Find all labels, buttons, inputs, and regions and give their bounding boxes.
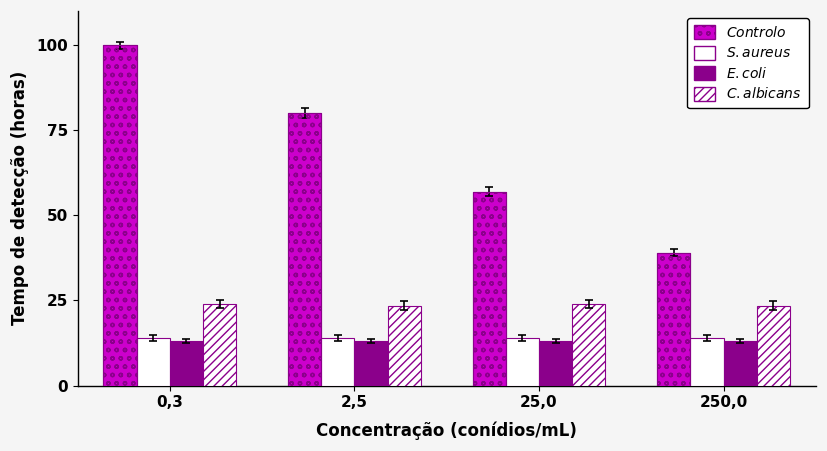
Bar: [321, 338, 355, 386]
Bar: [170, 341, 203, 386]
Bar: [103, 45, 136, 386]
Bar: [757, 306, 790, 386]
Bar: [388, 306, 421, 386]
Bar: [691, 338, 724, 386]
Bar: [657, 253, 691, 386]
Bar: [572, 304, 605, 386]
Bar: [288, 113, 321, 386]
Bar: [288, 113, 321, 386]
X-axis label: Concentração (conídios/mL): Concentração (conídios/mL): [316, 421, 577, 440]
Bar: [539, 341, 572, 386]
Bar: [136, 338, 170, 386]
Bar: [355, 341, 388, 386]
Y-axis label: Tempo de detecção (horas): Tempo de detecção (horas): [11, 71, 29, 326]
Legend: $\it{Controlo}$, $\it{S. aureus}$, $\it{E. coli}$, $\it{C. albicans}$: $\it{Controlo}$, $\it{S. aureus}$, $\it{…: [687, 18, 809, 108]
Bar: [724, 341, 757, 386]
Bar: [472, 192, 506, 386]
Bar: [472, 192, 506, 386]
Bar: [103, 45, 136, 386]
Bar: [203, 304, 237, 386]
Bar: [657, 253, 691, 386]
Bar: [506, 338, 539, 386]
